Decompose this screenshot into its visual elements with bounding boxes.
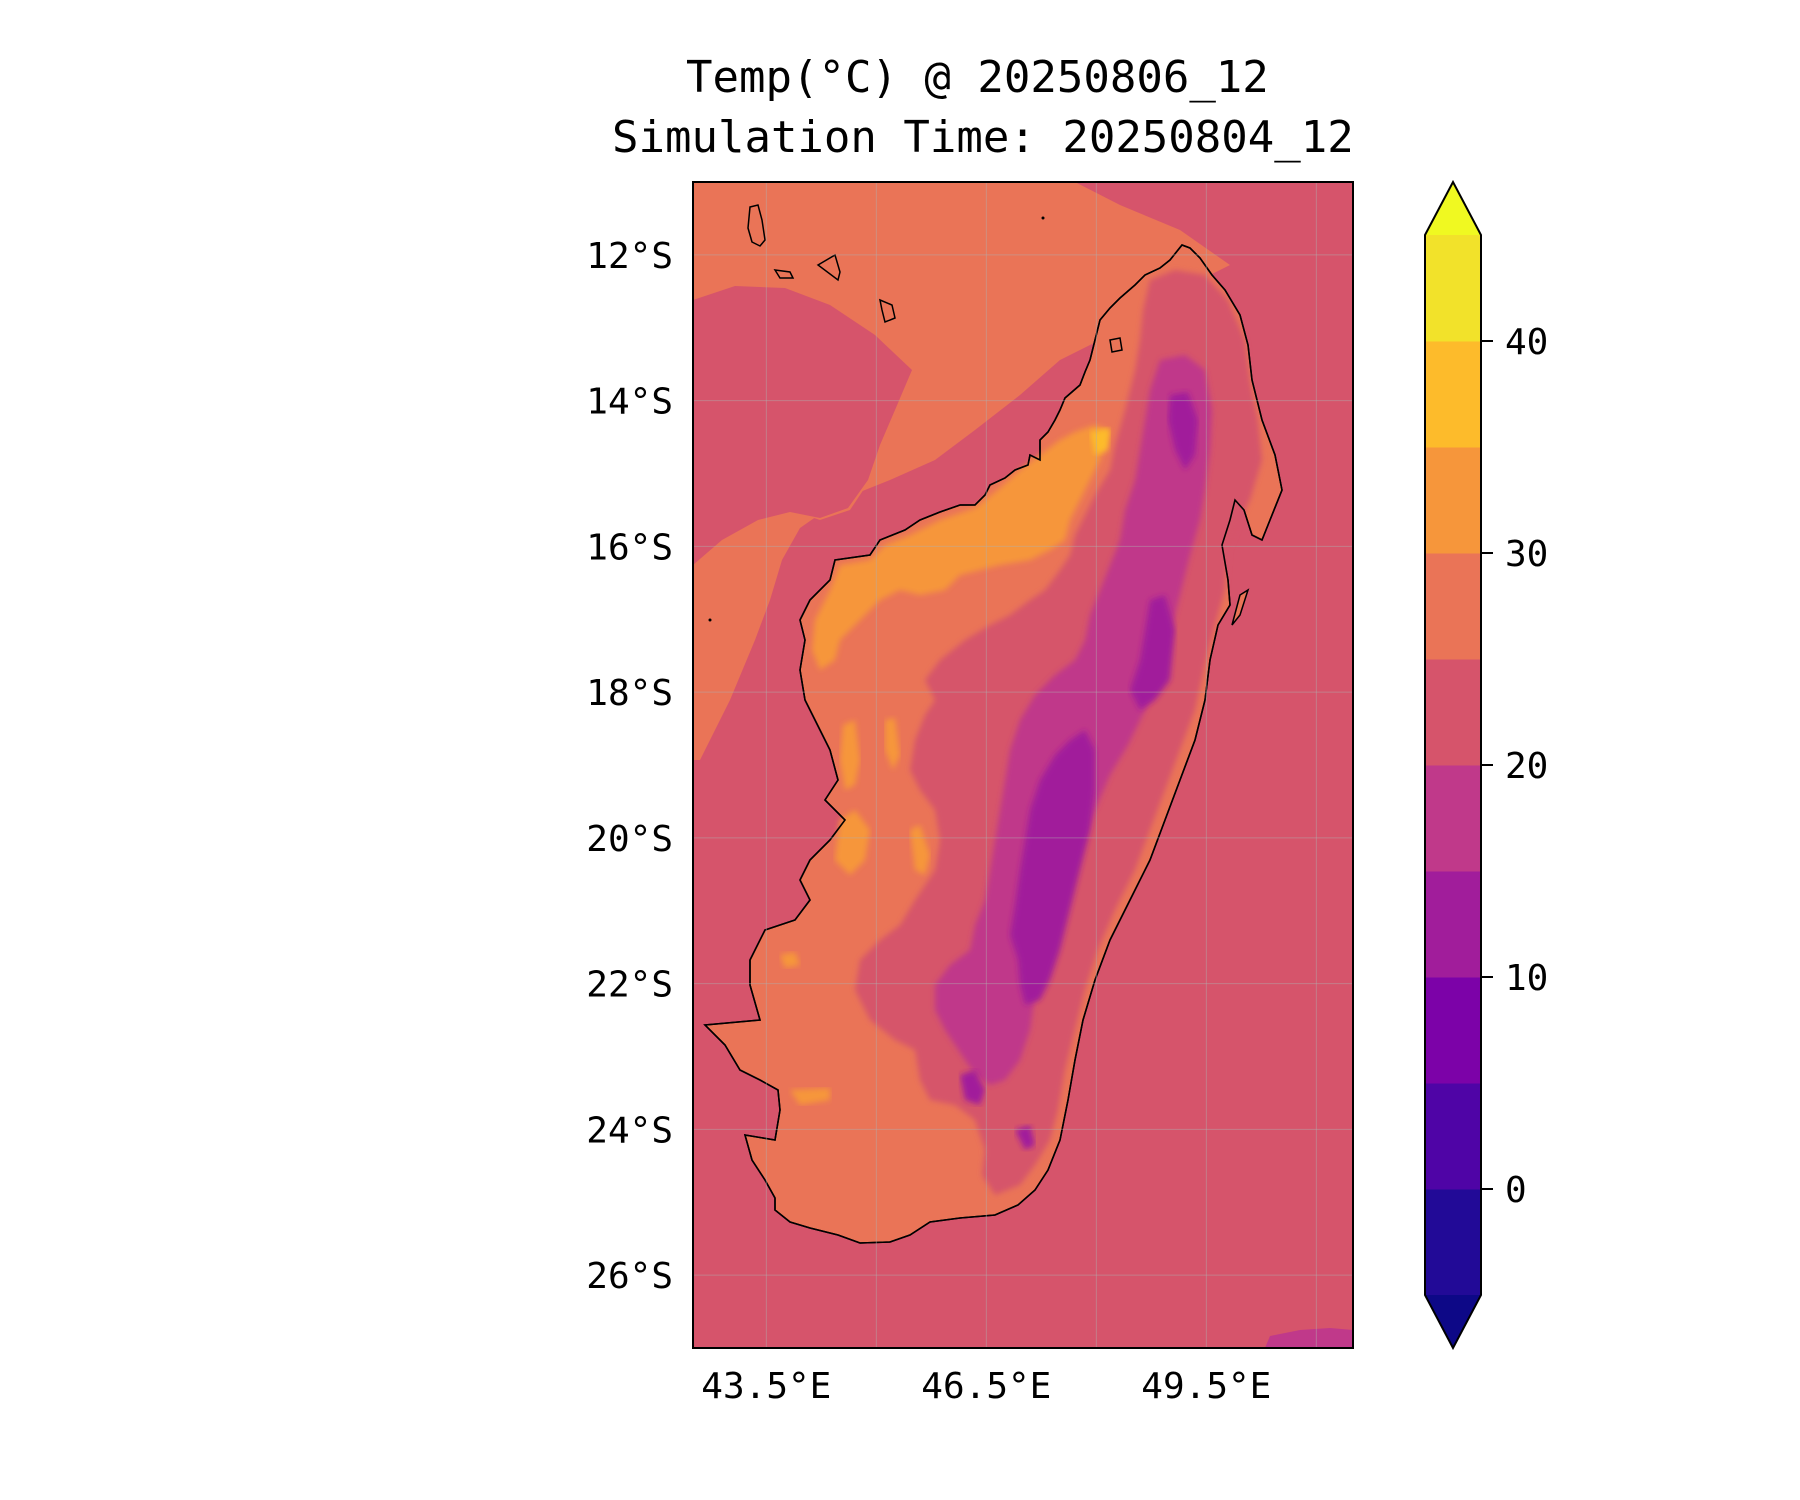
temp-band-30-35-patch4	[780, 952, 800, 968]
island-nosy-be	[1109, 337, 1123, 353]
temp-band-30-35-patch3	[910, 825, 930, 875]
lat-tick-label: 18°S	[586, 673, 673, 714]
temp-band-20-25-ocean-channel	[693, 286, 912, 565]
temp-band-15-20-southeast	[1265, 1328, 1353, 1348]
island-grande-comore	[747, 204, 766, 247]
colorbar-tick-label: 0	[1505, 1170, 1527, 1211]
colorbar-tick-label: 40	[1505, 322, 1548, 363]
lat-tick-label: 16°S	[586, 527, 673, 568]
temp-band-10-15-core-south2	[1015, 1125, 1035, 1150]
map-title-line1: Temp(°C) @ 20250806_12	[686, 52, 1269, 103]
island-sainte-marie	[1231, 588, 1250, 626]
temp-band-10-15-core-north	[1168, 392, 1198, 470]
island-mayotte	[878, 298, 896, 324]
temp-band-30-35-west	[812, 425, 1110, 670]
island-speck-west	[708, 618, 712, 622]
colorbar-band	[1425, 977, 1481, 1084]
temp-band-35-40-north-patch	[1090, 428, 1110, 455]
temp-band-30-35-central-patch1	[840, 720, 860, 790]
lon-tick-label: 43.5°E	[701, 1366, 831, 1407]
lat-tick-label: 22°S	[586, 965, 673, 1006]
colorbar-band	[1425, 871, 1481, 978]
madagascar-coastline	[703, 244, 1283, 1244]
colorbar: 0 10 20 30 40	[1424, 179, 1548, 1351]
colorbar-band	[1425, 765, 1481, 872]
colorbar-band	[1425, 447, 1481, 554]
longitude-tick-labels: 43.5°E 46.5°E 49.5°E	[701, 1366, 1271, 1407]
lat-tick-label: 14°S	[586, 382, 673, 423]
island-moheli	[773, 269, 795, 279]
lat-tick-label: 20°S	[586, 819, 673, 860]
temp-band-15-20-highlands	[935, 355, 1212, 1085]
map-gridlines	[693, 182, 1353, 1348]
map-frame	[692, 181, 1354, 1349]
temp-band-10-15-core-south1	[960, 1070, 985, 1105]
lon-tick-label: 49.5°E	[1141, 1366, 1271, 1407]
temp-band-10-15-core-mid	[1130, 595, 1175, 710]
colorbar-band	[1425, 659, 1481, 766]
madagascar-land	[703, 204, 1283, 1244]
latitude-tick-labels: 12°S 14°S 16°S 18°S 20°S 22°S 24°S 26°S	[586, 236, 673, 1297]
colorbar-tick-label: 10	[1505, 958, 1548, 999]
lon-tick-label: 46.5°E	[921, 1366, 1051, 1407]
temp-band-30-35-southwest-patch	[835, 810, 870, 875]
colorbar-under-extension	[1425, 1295, 1481, 1348]
colorbar-tick-label: 20	[1505, 746, 1548, 787]
colorbar-band	[1425, 553, 1481, 660]
colorbar-outline	[1424, 179, 1482, 1351]
lat-tick-label: 12°S	[586, 236, 673, 277]
colorbar-band	[1425, 1189, 1481, 1296]
temp-band-10-15-core-main	[1010, 730, 1095, 1005]
colorbar-tick-label: 30	[1505, 534, 1548, 575]
temp-band-30-35-central-patch2	[885, 718, 900, 770]
lat-tick-label: 26°S	[586, 1256, 673, 1297]
colorbar-band	[1425, 235, 1481, 342]
map-title-line2: Simulation Time: 20250804_12	[612, 112, 1354, 163]
colorbar-over-extension	[1425, 182, 1481, 235]
temp-band-30-35-patch5	[790, 1088, 830, 1105]
island-anjouan	[816, 253, 841, 282]
colorbar-band	[1425, 1083, 1481, 1190]
colorbar-band	[1425, 341, 1481, 448]
island-speck-north	[1041, 216, 1045, 220]
lat-tick-label: 24°S	[586, 1110, 673, 1151]
